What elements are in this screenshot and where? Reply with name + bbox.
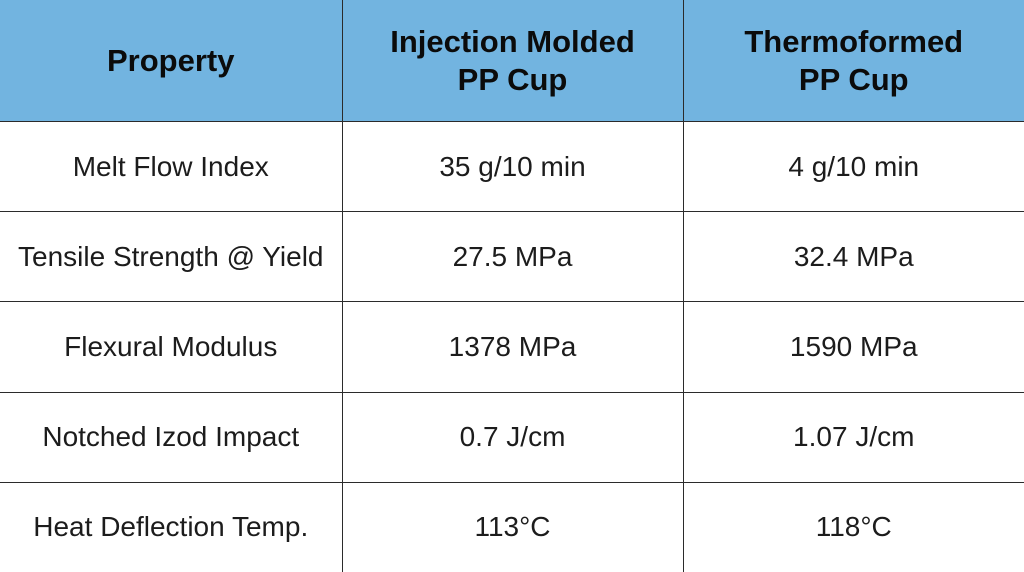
- cell-property: Flexural Modulus: [0, 301, 343, 393]
- header-injection-molded: Injection Molded PP Cup: [341, 0, 684, 122]
- table-row: Flexural Modulus 1378 MPa 1590 MPa: [0, 301, 1024, 393]
- cell-injection: 1378 MPa: [341, 301, 684, 393]
- header-property-label: Property: [107, 42, 235, 78]
- cell-injection: 27.5 MPa: [341, 211, 684, 303]
- cell-property: Tensile Strength @ Yield: [0, 211, 343, 303]
- header-thermo-line2: PP Cup: [798, 61, 909, 97]
- cell-thermo: 32.4 MPa: [682, 211, 1024, 303]
- table-body: Melt Flow Index 35 g/10 min 4 g/10 min T…: [0, 120, 1024, 572]
- header-thermoformed: Thermoformed PP Cup: [682, 0, 1024, 122]
- header-thermo-line1: Thermoformed: [744, 23, 964, 59]
- table-row: Tensile Strength @ Yield 27.5 MPa 32.4 M…: [0, 211, 1024, 303]
- cell-property: Notched Izod Impact: [0, 391, 343, 483]
- header-injection-line2: PP Cup: [457, 61, 568, 97]
- header-property: Property: [0, 0, 343, 122]
- table-row: Notched Izod Impact 0.7 J/cm 1.07 J/cm: [0, 391, 1024, 483]
- cell-injection: 113°C: [341, 481, 684, 572]
- table-header: Property Injection Molded PP Cup Thermof…: [0, 0, 1024, 122]
- cell-thermo: 4 g/10 min: [682, 120, 1024, 213]
- cell-injection: 35 g/10 min: [341, 120, 684, 213]
- table-row: Melt Flow Index 35 g/10 min 4 g/10 min: [0, 120, 1024, 213]
- header-injection-line1: Injection Molded: [390, 23, 635, 59]
- cell-thermo: 118°C: [682, 481, 1024, 572]
- cell-property: Melt Flow Index: [0, 120, 343, 213]
- cell-injection: 0.7 J/cm: [341, 391, 684, 483]
- header-row: Property Injection Molded PP Cup Thermof…: [0, 0, 1024, 122]
- cell-thermo: 1.07 J/cm: [682, 391, 1024, 483]
- table-row: Heat Deflection Temp. 113°C 118°C: [0, 481, 1024, 572]
- cell-thermo: 1590 MPa: [682, 301, 1024, 393]
- cell-property: Heat Deflection Temp.: [0, 481, 343, 572]
